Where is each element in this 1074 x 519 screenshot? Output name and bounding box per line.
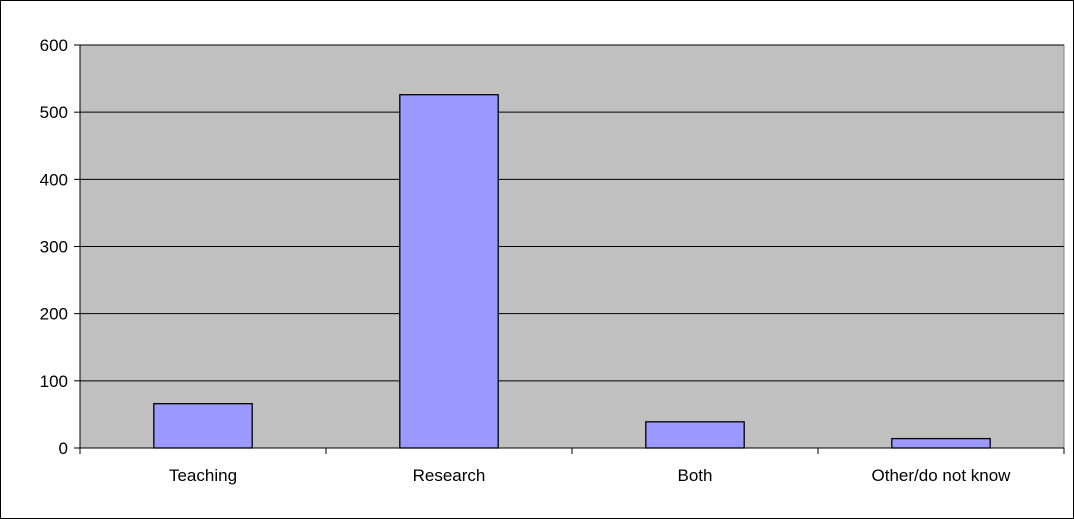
y-tick-label: 400 (40, 170, 68, 189)
x-tick-label: Research (413, 466, 486, 485)
y-tick-label: 300 (40, 238, 68, 257)
y-tick-label: 500 (40, 103, 68, 122)
y-tick-label: 0 (59, 439, 68, 458)
y-tick-label: 200 (40, 305, 68, 324)
x-tick-label: Teaching (169, 466, 237, 485)
bar-other-do-not-know (891, 437, 991, 449)
bar-research (399, 94, 499, 449)
x-tick-label: Both (678, 466, 713, 485)
y-tick-label: 100 (40, 372, 68, 391)
bar-both (645, 421, 745, 449)
bar-teaching (153, 403, 253, 449)
y-tick-label: 600 (40, 36, 68, 55)
x-tick-label: Other/do not know (872, 466, 1012, 485)
